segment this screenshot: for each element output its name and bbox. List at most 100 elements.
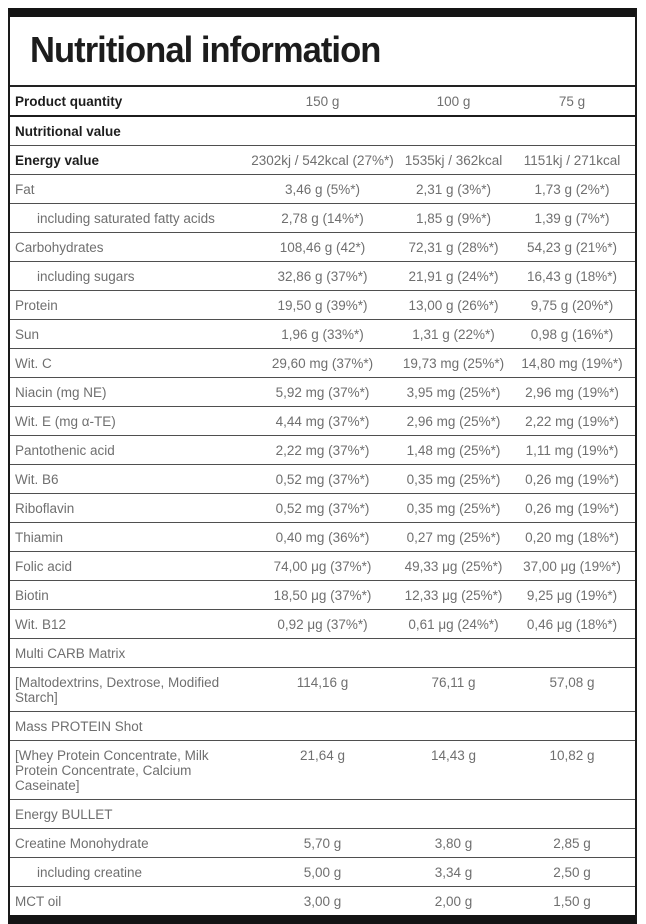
value-cell: 3,00 g bbox=[303, 894, 342, 909]
value-cell: 49,33 μg (25%*) bbox=[404, 559, 503, 574]
value-cell: 29,60 mg (37%*) bbox=[271, 356, 374, 371]
page-title: Nutritional information bbox=[30, 29, 381, 70]
value-cell: 10,82 g bbox=[549, 748, 595, 763]
value-cell: 2,22 mg (37%*) bbox=[275, 443, 370, 458]
value-cell: 2,00 g bbox=[434, 894, 473, 909]
table-row: Creatine Monohydrate 5,70 g 3,80 g 2,85 g bbox=[10, 829, 635, 858]
table-title-row: Nutritional information bbox=[10, 17, 635, 87]
value-cell: 2302kj / 542kcal (27%*) bbox=[251, 153, 394, 168]
row-label: Wit. C bbox=[15, 356, 52, 371]
table-row: Riboflavin 0,52 mg (37%*) 0,35 mg (25%*) 0,… bbox=[10, 494, 635, 523]
value-cell: 0,35 mg (25%*) bbox=[406, 472, 501, 487]
value-cell: 0,26 mg (19%*) bbox=[525, 472, 619, 487]
row-label: Product quantity bbox=[15, 94, 123, 109]
value-cell: 2,31 g (3%*) bbox=[415, 182, 492, 197]
value-cell: 3,80 g bbox=[434, 836, 473, 851]
value-cell: 0,35 mg (25%*) bbox=[406, 501, 501, 516]
table-row: Carbohydrates 108,46 g (42*) 72,31 g (28%*… bbox=[10, 233, 635, 262]
row-label: Multi CARB Matrix bbox=[15, 646, 126, 661]
row-label: including saturated fatty acids bbox=[37, 211, 215, 226]
value-cell: 114,16 g bbox=[296, 675, 349, 690]
value-cell: 0,52 mg (37%*) bbox=[275, 501, 370, 516]
value-cell: 2,50 g bbox=[553, 865, 591, 880]
table-row: Product quantity 150 g 100 g 75 g bbox=[10, 87, 635, 117]
table-row: Wit. B12 0,92 μg (37%*) 0,61 μg (24%*) 0,46… bbox=[10, 610, 635, 639]
value-cell: 75 g bbox=[558, 94, 586, 109]
value-cell: 1,85 g (9%*) bbox=[415, 211, 492, 226]
row-label: Folic acid bbox=[15, 559, 73, 574]
value-cell: 57,08 g bbox=[549, 675, 595, 690]
value-cell: 16,43 g (18%*) bbox=[526, 269, 618, 284]
table-row: Wit. C 29,60 mg (37%*) 19,73 mg (25%*) 14,8… bbox=[10, 349, 635, 378]
table-row: including creatine 5,00 g 3,34 g 2,50 g bbox=[10, 858, 635, 887]
row-label: Riboflavin bbox=[15, 501, 75, 516]
table-row: Wit. E (mg α-TE) 4,44 mg (37%*) 2,96 mg (2… bbox=[10, 407, 635, 436]
value-cell: 1151kj / 271kcal bbox=[523, 153, 621, 168]
value-cell: 76,11 g bbox=[431, 675, 476, 690]
value-cell: 19,73 mg (25%*) bbox=[402, 356, 505, 371]
row-label: Biotin bbox=[15, 588, 49, 603]
table-row: [Whey Protein Concentrate, Milk Protein … bbox=[10, 741, 635, 800]
value-cell: 21,91 g (24%*) bbox=[408, 269, 499, 284]
value-cell: 12,33 μg (25%*) bbox=[404, 588, 503, 603]
row-label: MCT oil bbox=[15, 894, 62, 909]
section-row: Mass PROTEIN Shot bbox=[10, 712, 635, 741]
table-row: Pantothenic acid 2,22 mg (37%*) 1,48 mg (2… bbox=[10, 436, 635, 465]
value-cell: 1,31 g (22%*) bbox=[412, 327, 495, 342]
value-cell: 3,95 mg (25%*) bbox=[406, 385, 501, 400]
value-cell: 2,96 mg (25%*) bbox=[406, 414, 501, 429]
value-cell: 2,78 g (14%*) bbox=[281, 211, 364, 226]
value-cell: 18,50 μg (37%*) bbox=[273, 588, 372, 603]
row-label: Thiamin bbox=[15, 530, 64, 545]
table-row: including sugars 32,86 g (37%*) 21,91 g (2… bbox=[10, 262, 635, 291]
value-cell: 0,98 g (16%*) bbox=[530, 327, 614, 342]
value-cell: 1,11 mg (19%*) bbox=[525, 443, 619, 458]
row-label: Protein bbox=[15, 298, 58, 313]
section-row: Nutritional value bbox=[10, 117, 635, 146]
value-cell: 19,50 g (39%*) bbox=[277, 298, 368, 313]
table-row: Protein 19,50 g (39%*) 13,00 g (26%*) 9,75 … bbox=[10, 291, 635, 320]
row-label: Sun bbox=[15, 327, 40, 342]
value-cell: 1,50 g bbox=[553, 894, 591, 909]
value-cell: 13,00 g (26%*) bbox=[408, 298, 499, 313]
value-cell: 2,85 g bbox=[553, 836, 591, 851]
row-label: Energy value bbox=[15, 153, 100, 168]
value-cell: 1,96 g (33%*) bbox=[281, 327, 364, 342]
value-cell: 0,27 mg (25%*) bbox=[406, 530, 501, 545]
value-cell: 5,70 g bbox=[303, 836, 342, 851]
row-label: [Maltodextrins, Dextrose, Modified Starc… bbox=[15, 675, 220, 705]
table-row: Fat 3,46 g (5%*) 2,31 g (3%*) 1,73 g (2%*) bbox=[10, 175, 635, 204]
row-label: Carbohydrates bbox=[15, 240, 104, 255]
row-label: Niacin (mg NE) bbox=[15, 385, 107, 400]
value-cell: 5,92 mg (37%*) bbox=[275, 385, 370, 400]
row-label: including creatine bbox=[37, 865, 143, 880]
value-cell: 100 g bbox=[436, 94, 471, 109]
row-label: Wit. B12 bbox=[15, 617, 67, 632]
value-cell: 37,00 μg (19%*) bbox=[523, 559, 621, 574]
value-cell: 2,22 mg (19%*) bbox=[525, 414, 619, 429]
nutrition-rows: Product quantity 150 g 100 g 75 g Nutritiona… bbox=[10, 87, 635, 915]
table-row: Wit. B6 0,52 mg (37%*) 0,35 mg (25%*) 0,26 … bbox=[10, 465, 635, 494]
value-cell: 74,00 μg (37%*) bbox=[273, 559, 372, 574]
table-row: MCT oil 3,00 g 2,00 g 1,50 g bbox=[10, 887, 635, 915]
table-row: Thiamin 0,40 mg (36%*) 0,27 mg (25%*) 0,20 … bbox=[10, 523, 635, 552]
table-row: Energy value 2302kj / 542kcal (27%*) 1535k… bbox=[10, 146, 635, 175]
table-row: including saturated fatty acids 2,78 g (1… bbox=[10, 204, 635, 233]
table-row: [Maltodextrins, Dextrose, Modified Starc… bbox=[10, 668, 635, 712]
table-row: Biotin 18,50 μg (37%*) 12,33 μg (25%*) 9,25… bbox=[10, 581, 635, 610]
section-row: Multi CARB Matrix bbox=[10, 639, 635, 668]
section-row: Energy BULLET bbox=[10, 800, 635, 829]
value-cell: 3,34 g bbox=[434, 865, 473, 880]
value-cell: 21,64 g bbox=[299, 748, 346, 763]
value-cell: 1,48 mg (25%*) bbox=[406, 443, 501, 458]
value-cell: 0,92 μg (37%*) bbox=[277, 617, 368, 632]
value-cell: 72,31 g (28%*) bbox=[408, 240, 499, 255]
row-label: including sugars bbox=[37, 269, 135, 284]
value-cell: 9,25 μg (19%*) bbox=[526, 588, 618, 603]
row-label: Mass PROTEIN Shot bbox=[15, 719, 143, 734]
value-cell: 0,26 mg (19%*) bbox=[525, 501, 619, 516]
row-label: Wit. B6 bbox=[15, 472, 59, 487]
value-cell: 0,61 μg (24%*) bbox=[408, 617, 499, 632]
value-cell: 3,46 g (5%*) bbox=[284, 182, 361, 197]
